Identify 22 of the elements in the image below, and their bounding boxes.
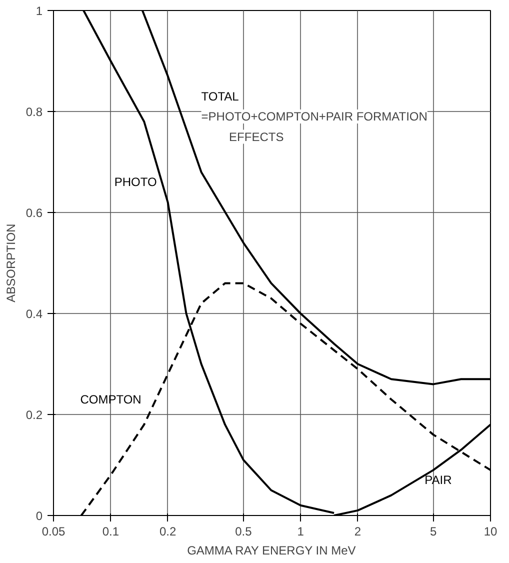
y-tick-label: 0.6	[26, 206, 43, 220]
x-tick-label: 0.1	[102, 524, 120, 538]
y-axis-title: ABSORPTION	[4, 224, 18, 302]
y-tick-label: 0.4	[26, 307, 43, 321]
x-tick-label: 0.05	[42, 524, 66, 538]
x-tick-label: 5	[430, 524, 437, 538]
x-tick-label: 0.5	[235, 524, 252, 538]
series-label: COMPTON	[80, 392, 142, 406]
x-tick-label: 2	[354, 524, 362, 538]
series-label: PHOTO	[114, 175, 157, 190]
x-tick-label: 1	[297, 524, 304, 538]
annotation: EFFECTS	[229, 130, 284, 144]
y-tick-label: 1	[36, 4, 43, 18]
series-label: TOTAL	[201, 89, 240, 104]
x-tick-label: 10	[484, 524, 498, 538]
x-axis-title: GAMMA RAY ENERGY IN MeV	[187, 544, 356, 558]
series-label: PAIR	[424, 473, 452, 488]
y-tick-label: 0.2	[26, 408, 43, 422]
annotation: =PHOTO+COMPTON+PAIR FORMATION	[201, 110, 428, 124]
x-tick-label: 0.2	[160, 524, 177, 538]
y-tick-label: 0	[36, 509, 43, 523]
y-tick-label: 0.8	[26, 105, 43, 119]
